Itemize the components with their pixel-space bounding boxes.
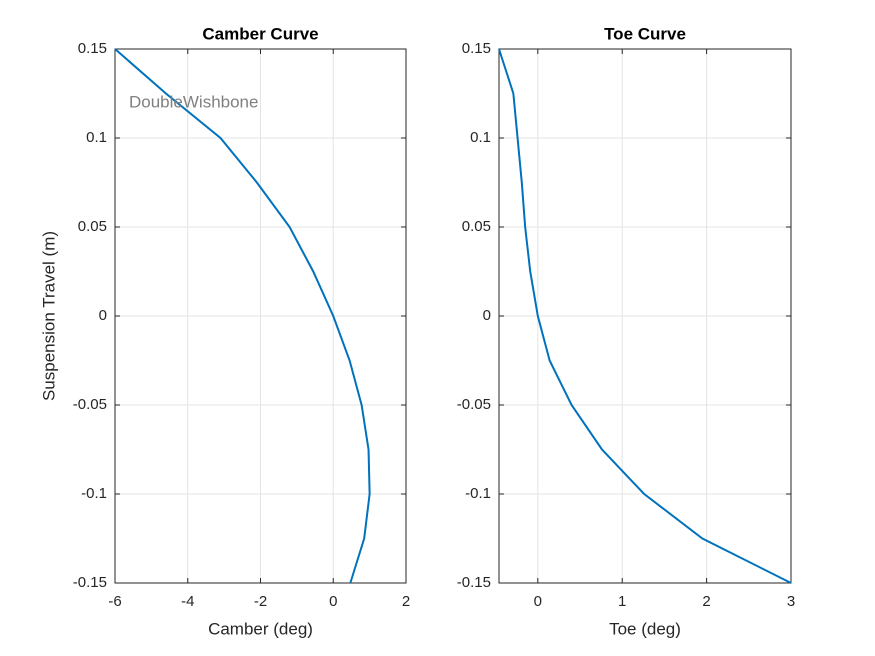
x-tick-label: 3: [787, 593, 795, 610]
y-tick-label: -0.1: [81, 485, 107, 502]
y-axis-label: Suspension Travel (m): [39, 231, 58, 401]
chart-title: Camber Curve: [202, 24, 318, 43]
y-tick-label: 0: [483, 307, 491, 324]
x-tick-label: -6: [108, 593, 121, 610]
x-tick-label: 0: [329, 593, 337, 610]
y-tick-label: -0.15: [73, 574, 107, 591]
chart-title: Toe Curve: [604, 24, 686, 43]
y-tick-label: 0.1: [470, 129, 491, 146]
x-tick-label: 2: [402, 593, 410, 610]
x-axis-label: Toe (deg): [609, 619, 681, 638]
y-tick-label: -0.05: [457, 396, 491, 413]
axes-box: [114, 48, 407, 584]
y-tick-label: -0.15: [457, 574, 491, 591]
y-tick-label: 0.15: [78, 40, 107, 57]
x-tick-label: -4: [181, 593, 194, 610]
annotation: DoubleWishbone: [129, 92, 258, 111]
curve: [498, 48, 792, 584]
axes-box: [498, 48, 792, 584]
y-tick-label: 0.05: [78, 218, 107, 235]
curve: [114, 48, 371, 584]
y-tick-label: 0.1: [86, 129, 107, 146]
y-tick-label: -0.05: [73, 396, 107, 413]
x-tick-label: 0: [534, 593, 542, 610]
x-tick-label: -2: [254, 593, 267, 610]
x-tick-label: 2: [702, 593, 710, 610]
y-tick-label: 0: [99, 307, 107, 324]
x-tick-label: 1: [618, 593, 626, 610]
x-axis-label: Camber (deg): [208, 619, 313, 638]
y-tick-label: -0.1: [465, 485, 491, 502]
y-tick-label: 0.15: [462, 40, 491, 57]
y-tick-label: 0.05: [462, 218, 491, 235]
